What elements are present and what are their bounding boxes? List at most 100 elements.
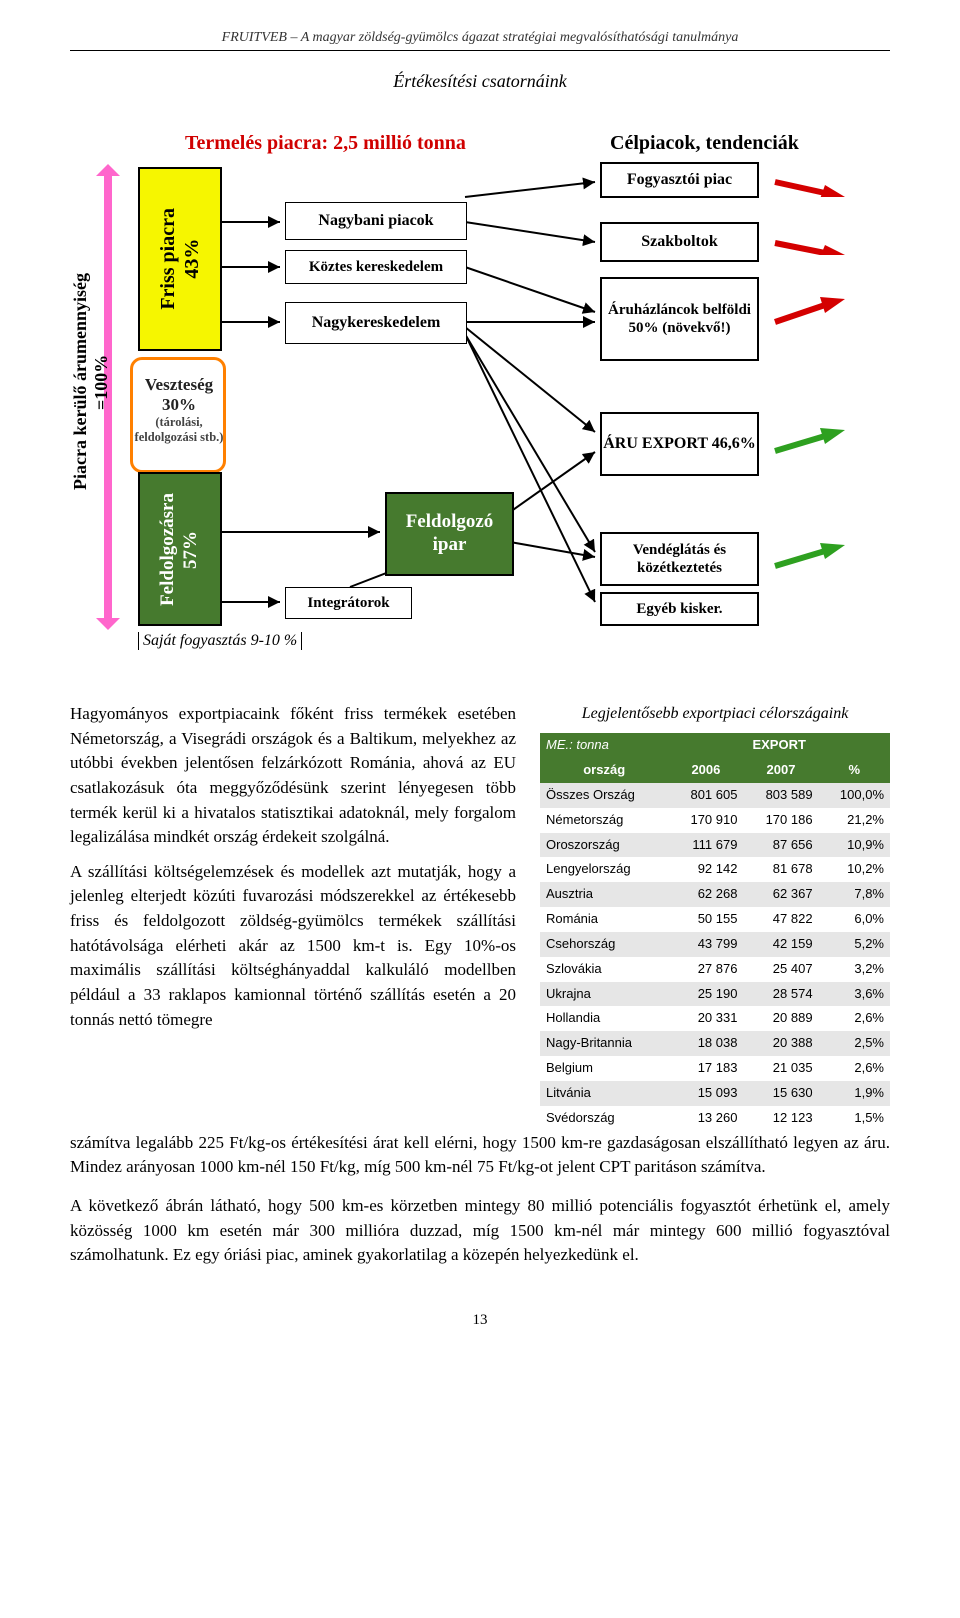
vendeglatas-trend	[770, 542, 850, 572]
table-row: Belgium17 18321 0352,6%	[540, 1056, 890, 1081]
running-header: FRUITVEB – A magyar zöldség-gyümölcs ága…	[70, 30, 890, 46]
loss-block: Veszteség 30% (tárolási, feldolgozási st…	[134, 360, 224, 460]
nagyker-box: Nagykereskedelem	[285, 302, 467, 344]
cell-value: 62 367	[743, 882, 818, 907]
col-2007: 2007	[743, 758, 818, 783]
table-row: Lengyelország92 14281 67810,2%	[540, 857, 890, 882]
cell-value: 5,2%	[819, 932, 890, 957]
table-row: Hollandia20 33120 8892,6%	[540, 1006, 890, 1031]
body-left-column: Hagyományos exportpiacaink főként friss …	[70, 702, 516, 1131]
volume-100-label: Piacra kerülő árumennyiség =100%	[70, 252, 112, 512]
cell-value: 15 093	[668, 1081, 743, 1106]
cell-value: 17 183	[668, 1056, 743, 1081]
fresh-pct: 43%	[181, 239, 203, 279]
cell-value: 2,5%	[819, 1031, 890, 1056]
paragraph-2: A szállítási költségelemzések és modelle…	[70, 860, 516, 1032]
cell-value: 21 035	[743, 1056, 818, 1081]
export-caption: Legjelentősebb exportpiaci célországaink	[540, 702, 890, 725]
cell-country: Litvánia	[540, 1081, 668, 1106]
fresh-block: Friss piacra 43%	[138, 167, 222, 351]
koztes-box: Köztes kereskedelem	[285, 250, 467, 284]
cell-value: 15 630	[743, 1081, 818, 1106]
cell-value: 3,2%	[819, 957, 890, 982]
table-row: Ausztria62 26862 3677,8%	[540, 882, 890, 907]
cell-country: Összes Ország	[540, 783, 668, 808]
cell-value: 1,9%	[819, 1081, 890, 1106]
cell-value: 25 407	[743, 957, 818, 982]
figure-title: Értékesítési csatornáink	[70, 71, 890, 92]
cell-value: 12 123	[743, 1106, 818, 1131]
cell-value: 803 589	[743, 783, 818, 808]
cell-value: 111 679	[668, 833, 743, 858]
cell-country: Szlovákia	[540, 957, 668, 982]
cell-value: 47 822	[743, 907, 818, 932]
cell-country: Németország	[540, 808, 668, 833]
cell-country: Lengyelország	[540, 857, 668, 882]
cell-value: 1,5%	[819, 1106, 890, 1131]
fogyasztoi-trend	[770, 167, 850, 197]
aruhaz-trend	[770, 297, 850, 327]
table-row: Románia50 15547 8226,0%	[540, 907, 890, 932]
col-2006: 2006	[668, 758, 743, 783]
export-trend	[770, 427, 850, 457]
loss-label: Veszteség	[145, 375, 213, 395]
cell-value: 20 331	[668, 1006, 743, 1031]
nagybani-box: Nagybani piacok	[285, 202, 467, 240]
cell-country: Csehország	[540, 932, 668, 957]
cell-value: 801 605	[668, 783, 743, 808]
vendeglatas-box: Vendéglátás és közétkeztetés	[600, 532, 759, 586]
table-row: Nagy-Britannia18 03820 3882,5%	[540, 1031, 890, 1056]
targets-title: Célpiacok, tendenciák	[610, 132, 799, 155]
table-row: Ukrajna25 19028 5743,6%	[540, 982, 890, 1007]
cell-value: 100,0%	[819, 783, 890, 808]
processing-pct: 57%	[180, 530, 201, 568]
aruexport-box: ÁRU EXPORT 46,6%	[600, 412, 759, 476]
cell-country: Hollandia	[540, 1006, 668, 1031]
cell-value: 92 142	[668, 857, 743, 882]
cell-value: 42 159	[743, 932, 818, 957]
table-row: Oroszország111 67987 65610,9%	[540, 833, 890, 858]
cell-value: 25 190	[668, 982, 743, 1007]
szakboltok-trend	[770, 225, 850, 255]
cell-value: 10,2%	[819, 857, 890, 882]
cell-value: 20 388	[743, 1031, 818, 1056]
fresh-label: Friss piacra	[157, 208, 179, 310]
cell-value: 50 155	[668, 907, 743, 932]
cell-value: 81 678	[743, 857, 818, 882]
paragraph-1: Hagyományos exportpiacaink főként friss …	[70, 702, 516, 850]
cell-value: 6,0%	[819, 907, 890, 932]
integratorok-box: Integrátorok	[285, 587, 412, 619]
cell-value: 170 186	[743, 808, 818, 833]
fogyasztoi-box: Fogyasztói piac	[600, 162, 759, 198]
cell-value: 43 799	[668, 932, 743, 957]
cell-value: 18 038	[668, 1031, 743, 1056]
cell-country: Oroszország	[540, 833, 668, 858]
cell-value: 20 889	[743, 1006, 818, 1031]
aruhazlancok-box: Áruházláncok belföldi 50% (növekvő!)	[600, 277, 759, 361]
production-title: Termelés piacra: 2,5 millió tonna	[185, 132, 466, 155]
export-head: EXPORT	[668, 733, 890, 758]
self-consumption: Saját fogyasztás 9-10 %	[138, 632, 302, 650]
sales-channel-diagram: Termelés piacra: 2,5 millió tonna Célpia…	[70, 112, 890, 672]
table-row: Litvánia15 09315 6301,9%	[540, 1081, 890, 1106]
cell-value: 62 268	[668, 882, 743, 907]
cell-value: 27 876	[668, 957, 743, 982]
export-table: ME.: tonna EXPORT ország 2006 2007 % Öss…	[540, 733, 890, 1131]
cell-country: Románia	[540, 907, 668, 932]
cell-value: 3,6%	[819, 982, 890, 1007]
table-row: Csehország43 79942 1595,2%	[540, 932, 890, 957]
body-right-column: Legjelentősebb exportpiaci célországaink…	[540, 702, 890, 1131]
header-rule	[70, 50, 890, 51]
table-row: Németország170 910170 18621,2%	[540, 808, 890, 833]
processing-label: Feldolgozásra	[157, 493, 178, 606]
cell-value: 170 910	[668, 808, 743, 833]
szakboltok-box: Szakboltok	[600, 222, 759, 262]
cell-value: 28 574	[743, 982, 818, 1007]
cell-country: Ukrajna	[540, 982, 668, 1007]
cell-value: 7,8%	[819, 882, 890, 907]
cell-value: 21,2%	[819, 808, 890, 833]
cell-country: Belgium	[540, 1056, 668, 1081]
paragraph-4: A következő ábrán látható, hogy 500 km-e…	[70, 1194, 890, 1268]
export-unit: ME.: tonna	[540, 733, 668, 758]
cell-value: 2,6%	[819, 1056, 890, 1081]
